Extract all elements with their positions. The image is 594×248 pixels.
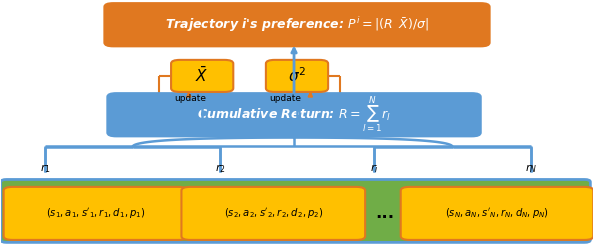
Text: update: update [174,93,206,103]
FancyBboxPatch shape [4,187,187,240]
Text: $\sigma^2$: $\sigma^2$ [288,66,306,85]
FancyBboxPatch shape [266,60,328,92]
Text: $(s_2, a_2, s'_2, r_2, d_2, p_2)$: $(s_2, a_2, s'_2, r_2, d_2, p_2)$ [224,206,323,220]
FancyBboxPatch shape [181,187,365,240]
Text: Trajectory i's preference: $P^i = |(R \;\; \bar{X})/\sigma|$: Trajectory i's preference: $P^i = |(R \;… [165,15,429,34]
Text: $(s_N, a_N, s'_N, r_N, d_N, p_N)$: $(s_N, a_N, s'_N, r_N, d_N, p_N)$ [445,206,549,220]
FancyBboxPatch shape [171,60,233,92]
FancyBboxPatch shape [401,187,593,240]
Text: $r_N$: $r_N$ [525,162,537,175]
Text: $\bar{X}$: $\bar{X}$ [195,66,209,86]
Text: $r_1$: $r_1$ [40,162,50,175]
Text: ...: ... [375,204,394,222]
Text: $(s_1, a_1, s'_1, r_1, d_1, p_1)$: $(s_1, a_1, s'_1, r_1, d_1, p_1)$ [46,206,145,220]
FancyBboxPatch shape [108,93,481,136]
FancyBboxPatch shape [1,180,590,242]
Text: $r_i$: $r_i$ [369,162,378,175]
Text: update: update [269,93,301,103]
Text: Cumulative Return: $R = \sum_{l=1}^{N} r_l$: Cumulative Return: $R = \sum_{l=1}^{N} r… [197,94,391,135]
FancyBboxPatch shape [105,3,489,46]
Text: $r_2$: $r_2$ [214,162,225,175]
